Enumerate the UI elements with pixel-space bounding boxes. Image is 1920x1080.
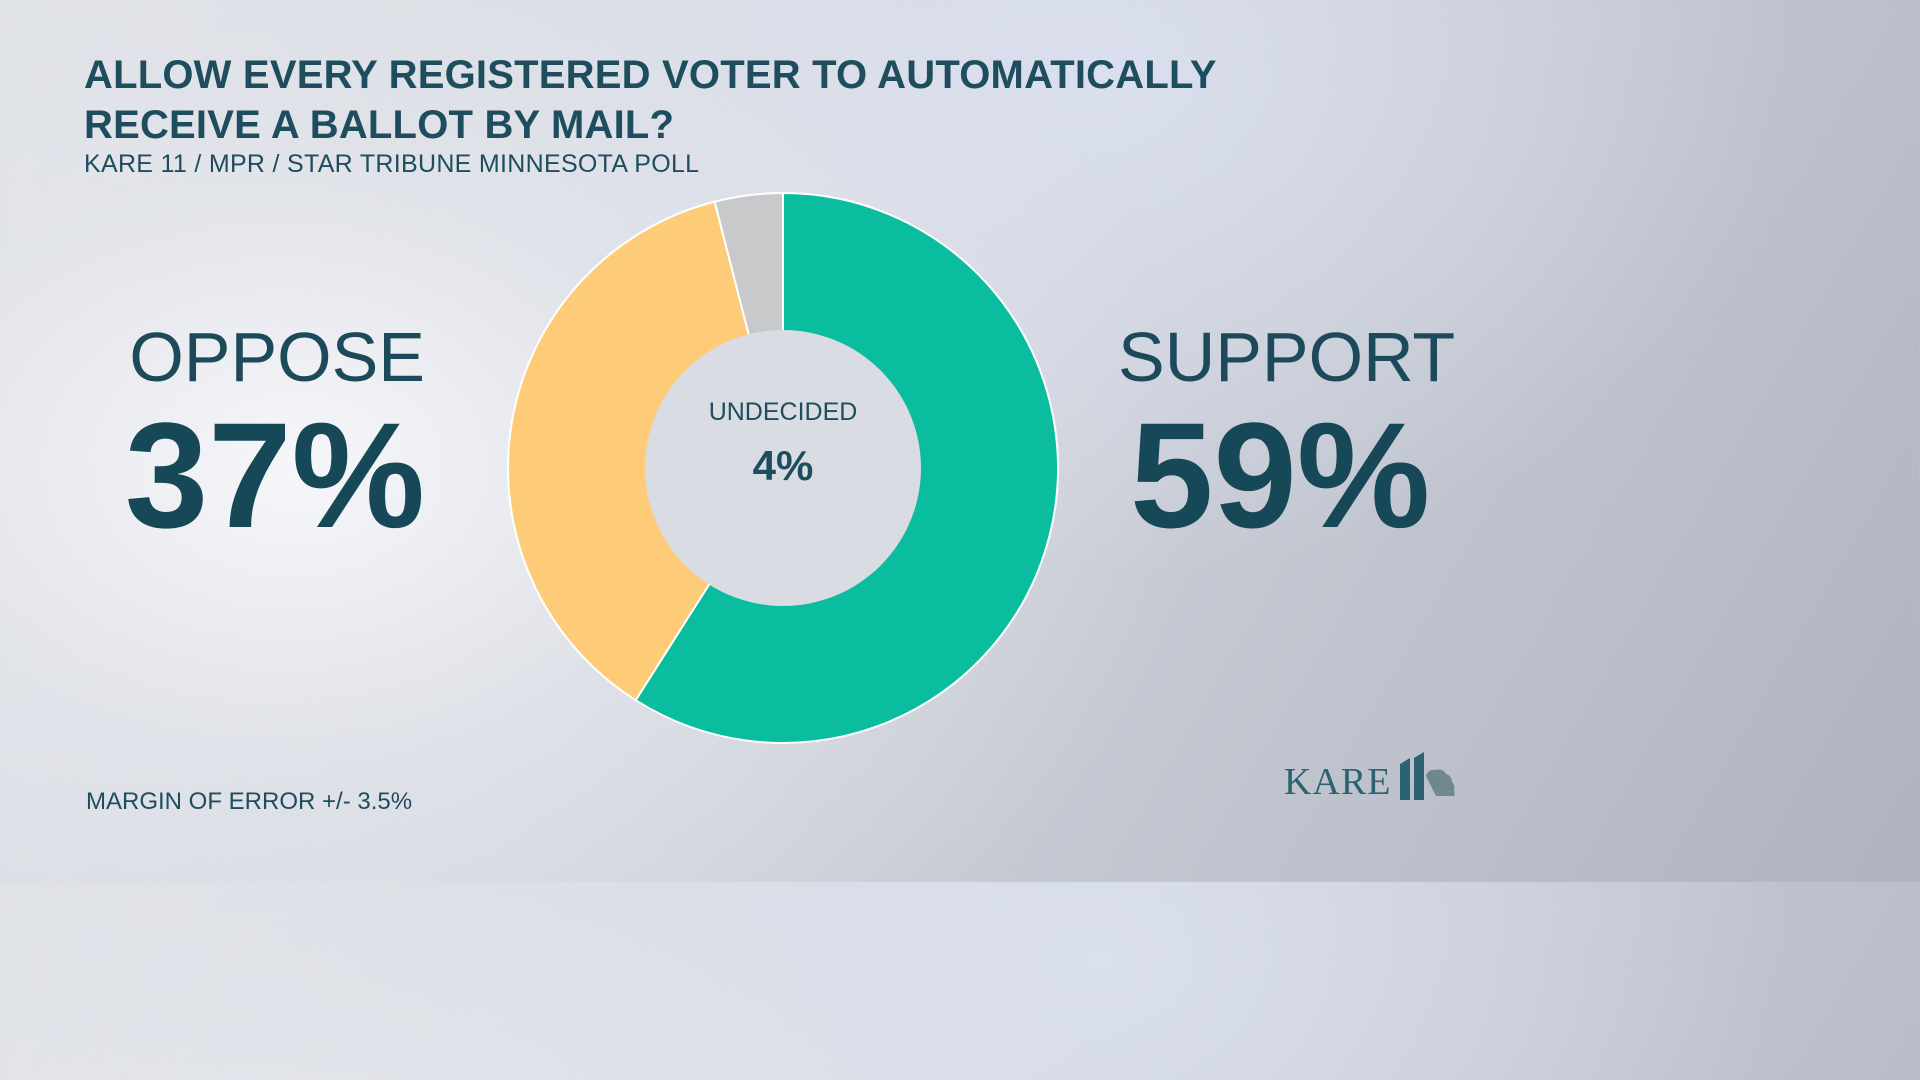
support-label: SUPPORT bbox=[1118, 318, 1456, 396]
logo-mark-icon bbox=[1400, 752, 1455, 800]
undecided-label: UNDECIDED bbox=[708, 398, 858, 426]
donut-chart bbox=[507, 191, 1059, 744]
chart-title-line-2: RECEIVE A BALLOT BY MAIL? bbox=[84, 103, 675, 147]
undecided-value: 4% bbox=[752, 442, 814, 489]
chart-title: ALLOW EVERY REGISTERED VOTER TO AUTOMATI… bbox=[84, 50, 1217, 150]
poll-source: KARE 11 / MPR / STAR TRIBUNE MINNESOTA P… bbox=[84, 150, 700, 178]
donut-hole bbox=[645, 330, 921, 606]
support-value: 59% bbox=[1130, 391, 1431, 559]
kare11-logo: KARE bbox=[1284, 748, 1474, 808]
chart-title-line-1: ALLOW EVERY REGISTERED VOTER TO AUTOMATI… bbox=[84, 53, 1217, 97]
margin-of-error: MARGIN OF ERROR +/- 3.5% bbox=[86, 788, 413, 815]
logo-text: KARE bbox=[1284, 761, 1392, 803]
oppose-label: OPPOSE bbox=[129, 318, 425, 396]
oppose-value: 37% bbox=[124, 391, 425, 559]
